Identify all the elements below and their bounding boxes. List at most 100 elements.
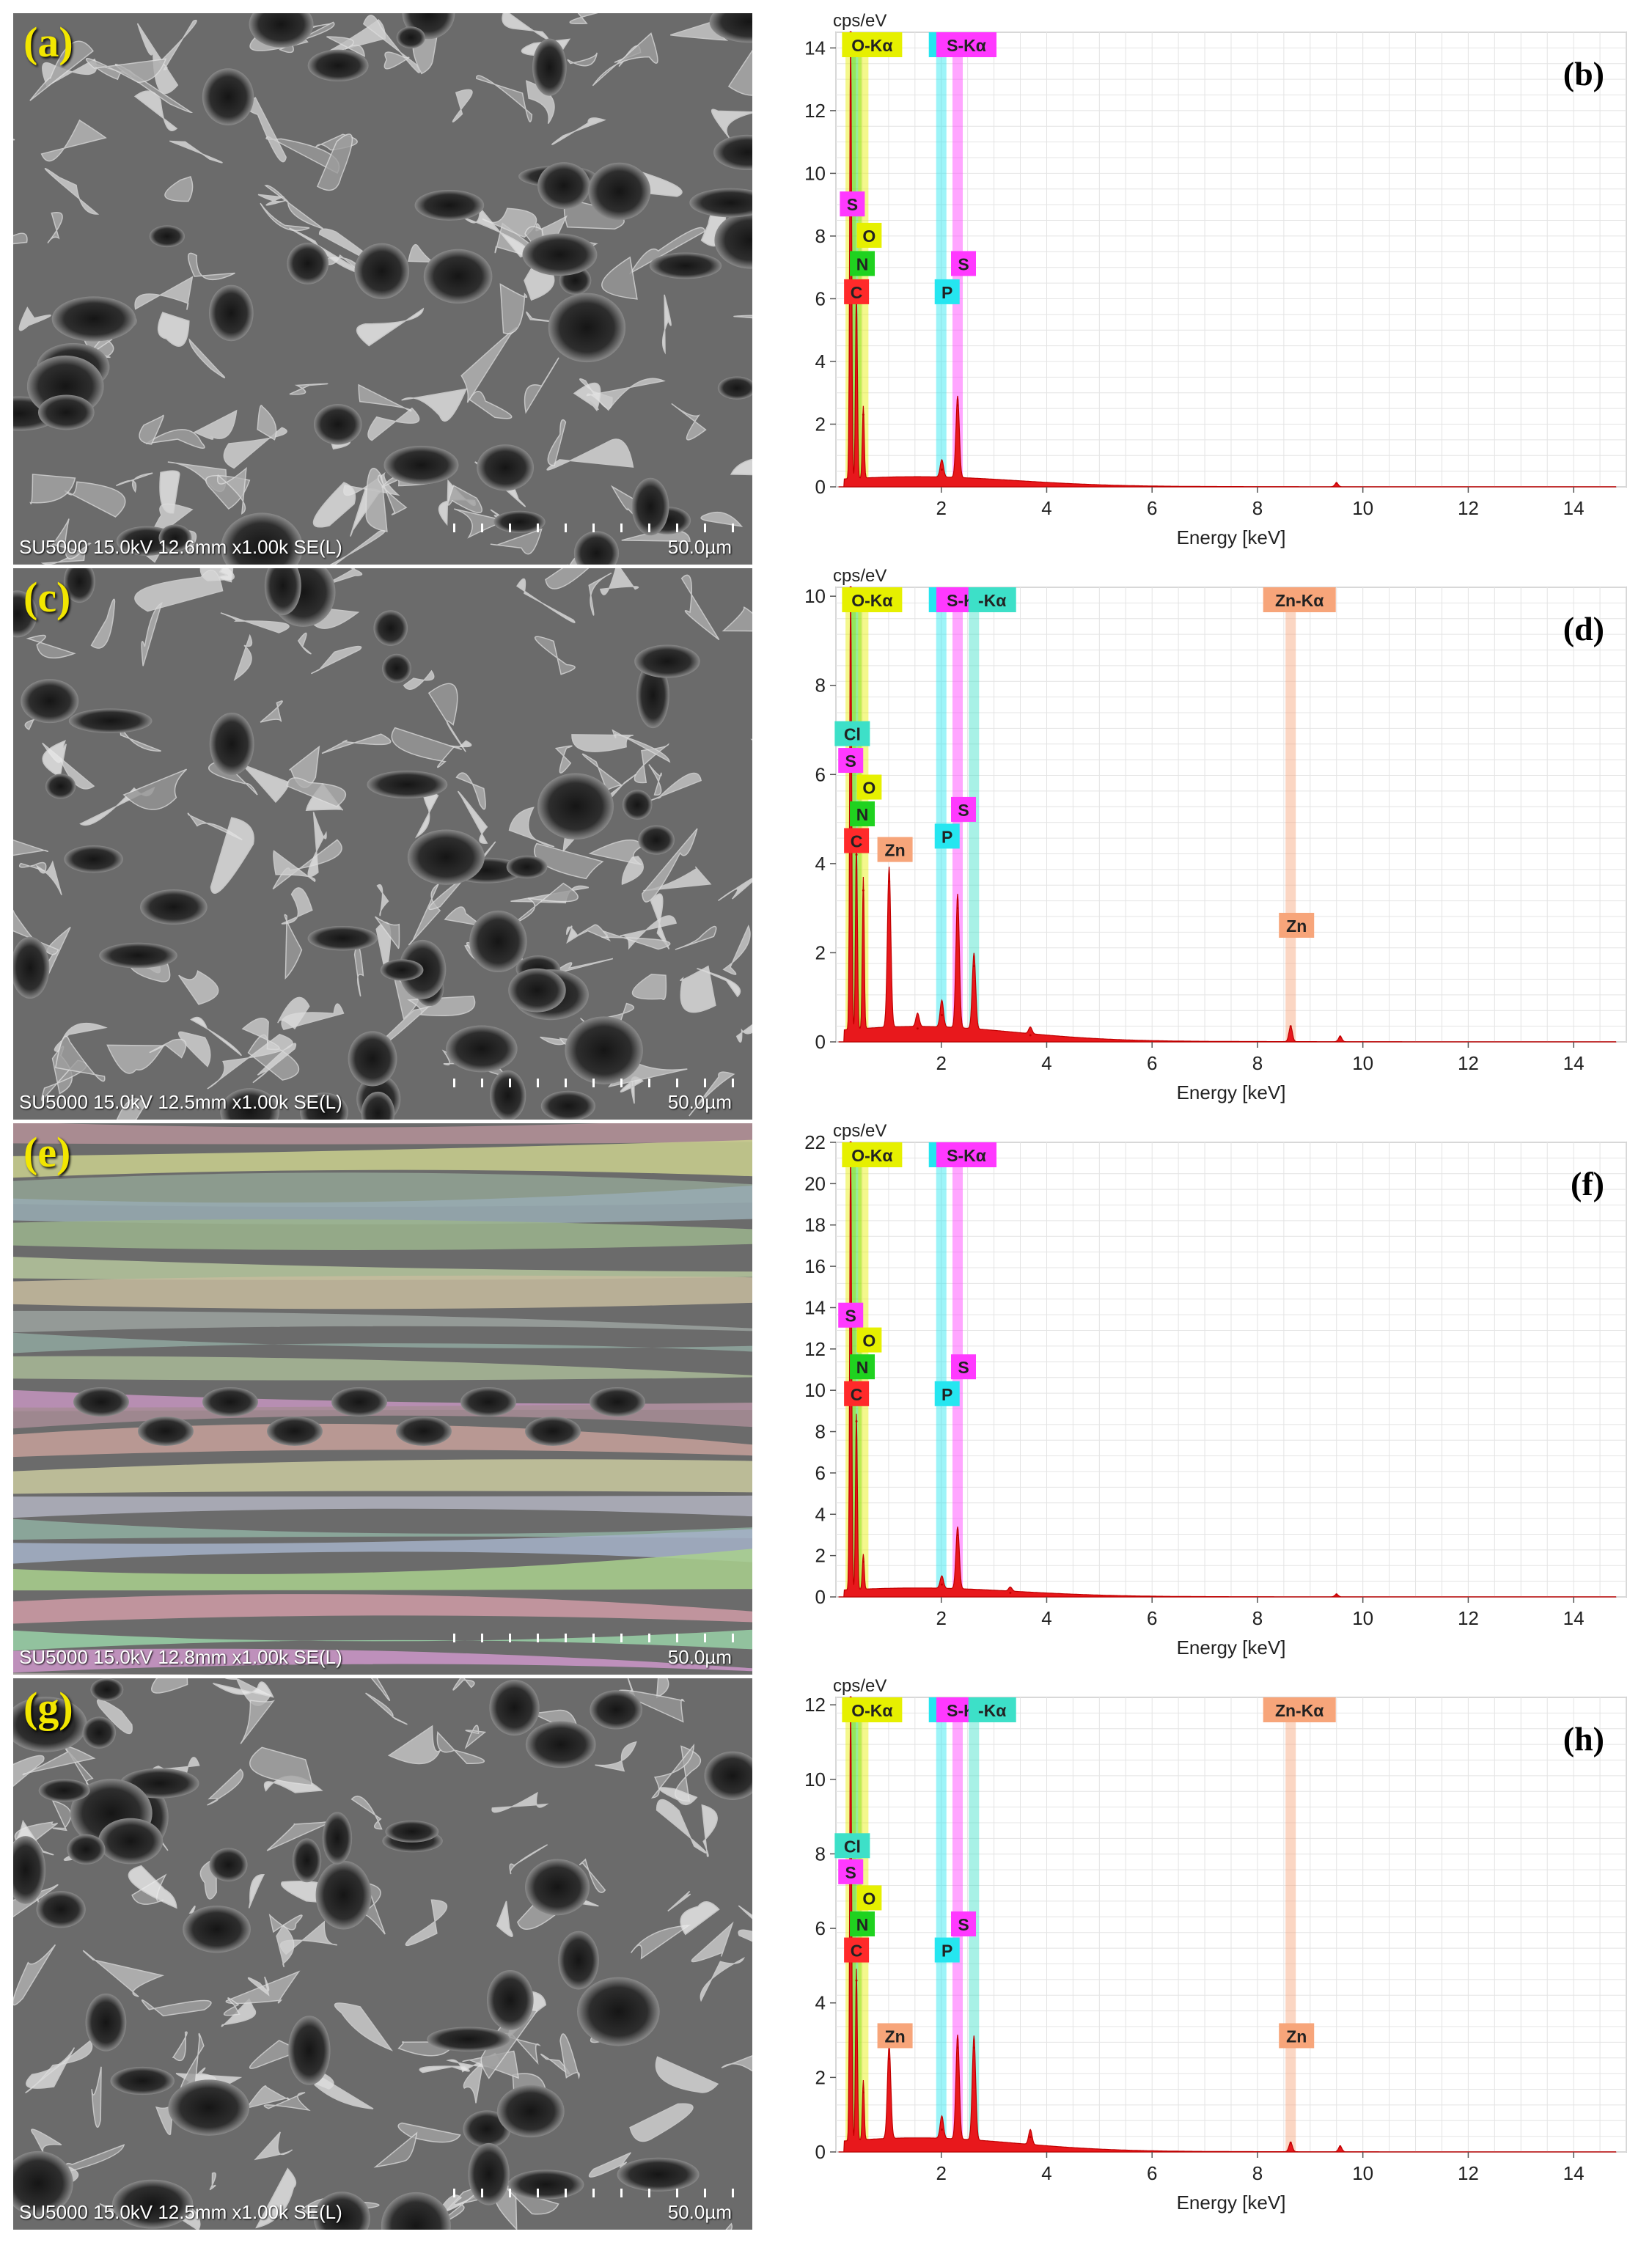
peak-element-tag-box — [1279, 2023, 1315, 2049]
peak-element-tag: C — [851, 1385, 863, 1404]
sem-flake — [658, 1787, 698, 1805]
header-element-tag: O-Kα — [851, 591, 892, 610]
peak-element-tag: S — [845, 1307, 856, 1326]
y-tick-label: 10 — [804, 585, 826, 607]
element-band-p — [936, 32, 947, 487]
scale-tick — [565, 524, 567, 532]
sem-flake — [680, 1901, 720, 1936]
sem-flake — [82, 1950, 165, 1997]
sem-flake — [26, 634, 76, 659]
sem-pore — [85, 1993, 127, 2052]
sem-flake — [116, 1098, 147, 1120]
scale-tick — [648, 2189, 650, 2197]
sem-pore — [427, 2027, 510, 2052]
sem-flake — [499, 283, 528, 334]
sem-flake — [516, 578, 576, 623]
sem-flake — [374, 916, 400, 949]
sem-pore — [490, 1070, 526, 1120]
sem-flake — [178, 970, 219, 1005]
sem-micrograph-g: (g) SU5000 15.0kV 12.5mm x1.00k SE(L) 50… — [13, 1678, 752, 2230]
sem-flake — [128, 1865, 177, 1909]
sem-flake — [263, 2092, 311, 2112]
sem-flake — [145, 429, 205, 449]
header-element-tag: Zn-Kα — [1275, 591, 1324, 610]
peak-element-tag-box — [951, 796, 977, 822]
sem-flake — [508, 807, 555, 848]
peak-element-tag: P — [941, 1385, 952, 1404]
sem-pore — [525, 1721, 596, 1768]
spectrum-peak — [862, 414, 864, 416]
sem-flake — [722, 925, 751, 975]
sem-flake — [219, 568, 234, 583]
sem-pore — [168, 2079, 250, 2136]
sem-pore — [689, 188, 752, 218]
sem-pore — [617, 2157, 700, 2192]
eds-chart: 2 4 6 8 10 12 14 0 2 4 6 8 10 12 14 cps/eV Energy [keV] (… — [804, 11, 1627, 548]
sem-flake — [656, 1678, 669, 1699]
instrument-info: SU5000 15.0kV 12.5mm x1.00k SE(L) — [19, 1091, 342, 1113]
sem-flake — [213, 1681, 274, 1698]
spectrum-peak — [1009, 1591, 1012, 1594]
sem-flake — [42, 740, 67, 778]
sem-pore — [45, 774, 76, 799]
sem-pore — [51, 296, 136, 342]
spectrum-peak — [972, 965, 975, 968]
peak-element-tag-box — [951, 1354, 977, 1380]
sem-flake — [588, 2152, 631, 2178]
sem-pore — [354, 243, 410, 299]
sem-flake — [254, 2131, 293, 2161]
scale-tick — [509, 1079, 511, 1087]
sem-pore — [463, 2110, 511, 2148]
scale-tick — [620, 2189, 623, 2197]
x-tick-label: 10 — [1352, 1607, 1373, 1629]
peak-element-tag: Zn — [885, 2027, 906, 2046]
sem-pore — [709, 13, 752, 43]
sem-pore — [622, 790, 653, 820]
sem-texture — [13, 1123, 752, 1675]
sem-flake — [31, 2128, 62, 2153]
sem-flake — [727, 49, 752, 96]
y-tick-label: 4 — [815, 1503, 826, 1525]
sem-pore — [590, 1690, 643, 1730]
y-tick-label: 2 — [815, 413, 826, 435]
sem-pore — [638, 825, 675, 855]
scale-bar-ticks — [453, 2187, 739, 2197]
sem-pore — [649, 252, 722, 279]
sem-pore — [67, 1834, 106, 1865]
sem-pore — [221, 513, 303, 565]
scale-tick — [592, 524, 595, 532]
sem-flake — [134, 569, 224, 612]
scale-tick — [592, 1079, 595, 1087]
spectrum-peak — [855, 853, 858, 856]
sem-flake — [358, 383, 412, 412]
spectrum-area — [838, 1142, 1617, 1598]
sem-pore — [82, 1716, 116, 1749]
scale-tick — [481, 1079, 483, 1087]
sem-flake — [547, 419, 567, 467]
sem-background — [13, 1678, 752, 2230]
peak-element-tag: N — [856, 805, 869, 824]
scale-tick — [537, 1634, 539, 1642]
peak-element-tag-box — [838, 748, 864, 774]
y-tick-label: 6 — [815, 287, 826, 309]
sem-flake — [534, 636, 576, 675]
sem-pore — [636, 661, 669, 729]
x-tick-label: 8 — [1252, 497, 1263, 519]
peak-element-tag-box — [856, 222, 882, 248]
peak-element-tag: Cl — [844, 1837, 861, 1856]
sem-flake — [277, 996, 310, 1030]
x-axis-label: Energy [keV] — [1177, 2192, 1286, 2214]
sem-flake — [680, 574, 720, 641]
sem-pore — [396, 26, 425, 48]
sem-pore — [315, 1860, 372, 1930]
sem-flake — [209, 2172, 216, 2191]
peak-element-tag-box — [838, 1859, 864, 1884]
element-band-p — [936, 1697, 947, 2152]
header-element-tag: -Kα — [978, 591, 1006, 610]
peak-element-tag: O — [862, 779, 875, 798]
sem-pore — [13, 590, 37, 638]
peak-element-tag: P — [941, 283, 952, 302]
sem-flake — [233, 633, 253, 681]
sem-flake — [449, 740, 472, 750]
y-tick-label: 8 — [815, 1843, 826, 1865]
